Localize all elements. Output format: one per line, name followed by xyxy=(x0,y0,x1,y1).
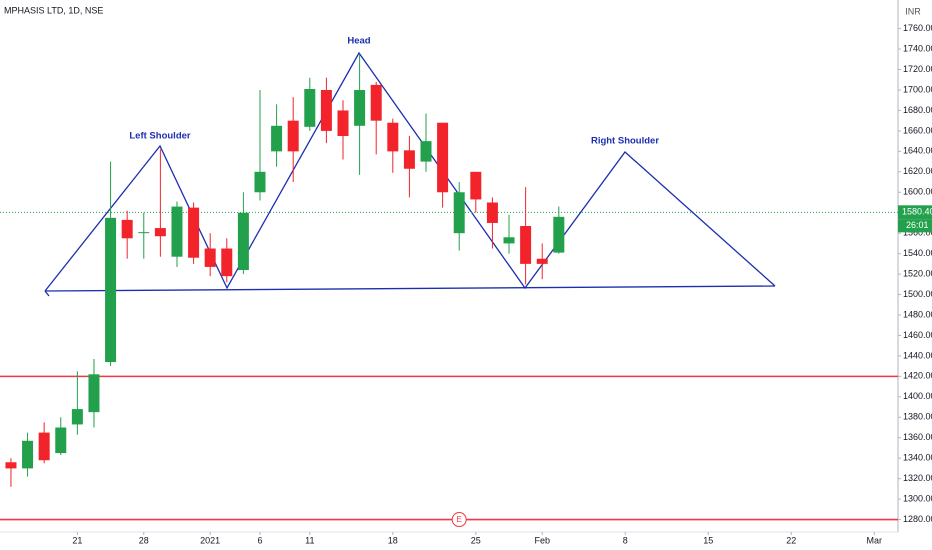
candle-body xyxy=(154,228,166,237)
y-tick-label: 1600.00 xyxy=(903,187,932,197)
candle-body xyxy=(370,84,382,121)
y-tick-label: 1660.00 xyxy=(903,125,932,135)
pattern-tick xyxy=(44,290,50,297)
candle-body xyxy=(403,150,415,169)
candle-body xyxy=(254,171,266,193)
candle-body xyxy=(304,88,316,127)
candle-body xyxy=(387,122,399,152)
annotation: Left Shoulder xyxy=(129,131,191,142)
pattern-line xyxy=(44,51,776,292)
y-tick-label: 1680.00 xyxy=(903,105,932,115)
currency-label: INR xyxy=(905,6,921,16)
candle-body xyxy=(536,258,548,264)
y-tick-label: 1360.00 xyxy=(903,432,932,442)
candle-body xyxy=(453,192,465,234)
candle-body xyxy=(486,202,498,223)
y-tick-label: 1720.00 xyxy=(903,64,932,74)
candle-body xyxy=(121,219,133,239)
candle-body xyxy=(503,237,515,244)
x-tick-label: 15 xyxy=(703,535,713,545)
y-tick-label: 1440.00 xyxy=(903,350,932,360)
candle-body xyxy=(22,440,34,469)
head-and-shoulders-pattern xyxy=(44,51,776,297)
candle-body xyxy=(437,122,449,193)
y-tick-label: 1500.00 xyxy=(903,289,932,299)
candle-body xyxy=(354,90,366,126)
x-tick-label: 8 xyxy=(623,535,628,545)
candle-body xyxy=(337,110,349,137)
y-tick-label: 1400.00 xyxy=(903,391,932,401)
candle-body xyxy=(105,217,117,363)
y-tick-label: 1700.00 xyxy=(903,84,932,94)
y-tick-label: 1320.00 xyxy=(903,473,932,483)
candle-body xyxy=(71,409,83,425)
candle-body xyxy=(221,248,233,277)
candle-body xyxy=(520,226,532,264)
x-tick-label: 11 xyxy=(305,535,314,545)
y-tick-label: 1620.00 xyxy=(903,166,932,176)
countdown-label: 26:01 xyxy=(906,220,929,230)
neckline xyxy=(44,285,776,292)
candle-body xyxy=(204,248,216,267)
y-tick-label: 1480.00 xyxy=(903,309,932,319)
candle-body xyxy=(138,232,150,234)
y-tick-label: 1340.00 xyxy=(903,453,932,463)
x-tick-label: 25 xyxy=(471,535,481,545)
candle-body xyxy=(420,141,432,162)
y-tick-label: 1380.00 xyxy=(903,412,932,422)
candle-body xyxy=(553,216,565,253)
x-tick-label: 28 xyxy=(139,535,149,545)
candle-body xyxy=(88,374,100,413)
annotation: Head xyxy=(347,36,370,47)
y-tick-label: 1300.00 xyxy=(903,493,932,503)
x-tick-label: 18 xyxy=(388,535,398,545)
y-tick-label: 1640.00 xyxy=(903,146,932,156)
y-tick-label: 1280.00 xyxy=(903,514,932,524)
x-tick-label: 22 xyxy=(786,535,796,545)
x-tick-label: 21 xyxy=(72,535,82,545)
y-tick-label: 1560.00 xyxy=(903,228,932,238)
y-tick-label: 1420.00 xyxy=(903,371,932,381)
y-tick-label: 1760.00 xyxy=(903,23,932,33)
candle-body xyxy=(287,120,299,152)
event-label: E xyxy=(457,515,462,524)
candle-body xyxy=(188,207,200,258)
y-tick-label: 1520.00 xyxy=(903,268,932,278)
candle-body xyxy=(5,462,17,469)
x-tick-label: Mar xyxy=(867,535,883,545)
event-marker xyxy=(451,512,467,528)
y-tick-label: 1540.00 xyxy=(903,248,932,258)
candle-body xyxy=(320,90,332,131)
x-tick-label: Feb xyxy=(534,535,550,545)
annotation: Right Shoulder xyxy=(591,136,659,147)
candle-body xyxy=(171,206,183,257)
last-price-label: 1580.40 xyxy=(902,207,932,217)
x-tick-label: 2021 xyxy=(200,535,220,545)
candle-body xyxy=(55,427,67,454)
candle-body xyxy=(470,171,482,200)
chart-title: MPHASIS LTD, 1D, NSE xyxy=(4,5,103,15)
x-tick-label: 6 xyxy=(257,535,262,545)
candle-body xyxy=(237,212,249,270)
last-price-box xyxy=(898,205,932,220)
candle-body xyxy=(38,432,50,461)
y-tick-label: 1740.00 xyxy=(903,43,932,53)
candle-body xyxy=(271,125,283,152)
y-tick-label: 1460.00 xyxy=(903,330,932,340)
countdown-box xyxy=(898,219,932,233)
